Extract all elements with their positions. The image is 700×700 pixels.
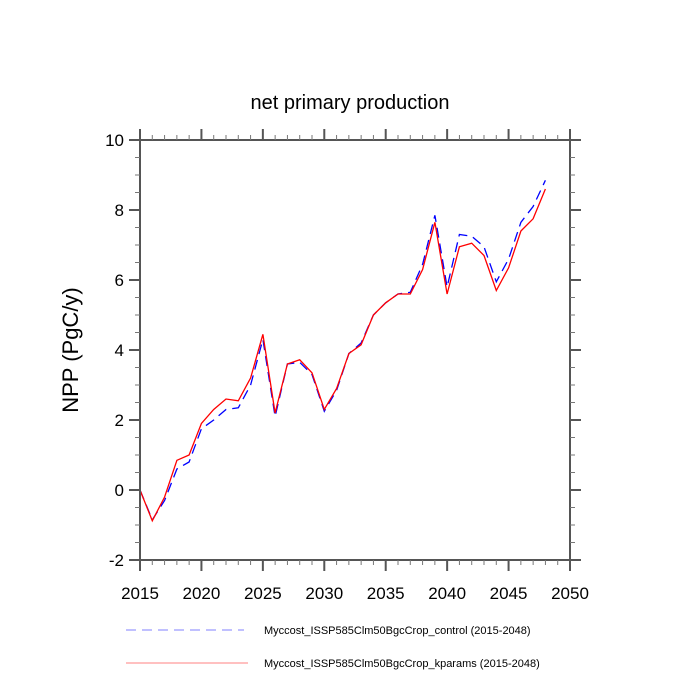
legend-label-control: Myccost_ISSP585Clm50BgcCrop_control (201… bbox=[264, 625, 531, 637]
series-line-control bbox=[139, 180, 546, 522]
y-tick-labels: -2 0 2 4 6 8 10 bbox=[105, 131, 124, 570]
y-tick-label: 2 bbox=[115, 411, 124, 430]
ticks-layer bbox=[129, 129, 581, 571]
x-tick-label: 2025 bbox=[244, 584, 282, 603]
x-tick-labels: 2015 2020 2025 2030 2035 2040 2045 2050 bbox=[121, 584, 589, 603]
y-tick-label: 6 bbox=[115, 271, 124, 290]
y-tick-label: 0 bbox=[115, 481, 124, 500]
y-tick-label: 4 bbox=[115, 341, 124, 360]
x-tick-label: 2040 bbox=[428, 584, 466, 603]
y-tick-label: -2 bbox=[109, 551, 124, 570]
x-tick-label: 2030 bbox=[305, 584, 343, 603]
y-tick-label: 10 bbox=[105, 131, 124, 150]
chart-title: net primary production bbox=[251, 92, 450, 114]
series-line-kparams bbox=[139, 188, 547, 523]
x-tick-label: 2020 bbox=[183, 584, 221, 603]
y-tick-label: 8 bbox=[115, 201, 124, 220]
x-tick-label: 2035 bbox=[367, 584, 405, 603]
x-tick-label: 2045 bbox=[490, 584, 528, 603]
legend-label-kparams: Myccost_ISSP585Clm50BgcCrop_kparams (201… bbox=[264, 658, 540, 670]
legend: Myccost_ISSP585Clm50BgcCrop_control (201… bbox=[126, 625, 540, 670]
plot-frame bbox=[139, 139, 571, 561]
x-tick-label: 2015 bbox=[121, 584, 159, 603]
y-axis-label: NPP (PgC/y) bbox=[58, 287, 83, 413]
series-layer bbox=[139, 180, 547, 523]
x-tick-label: 2050 bbox=[551, 584, 589, 603]
